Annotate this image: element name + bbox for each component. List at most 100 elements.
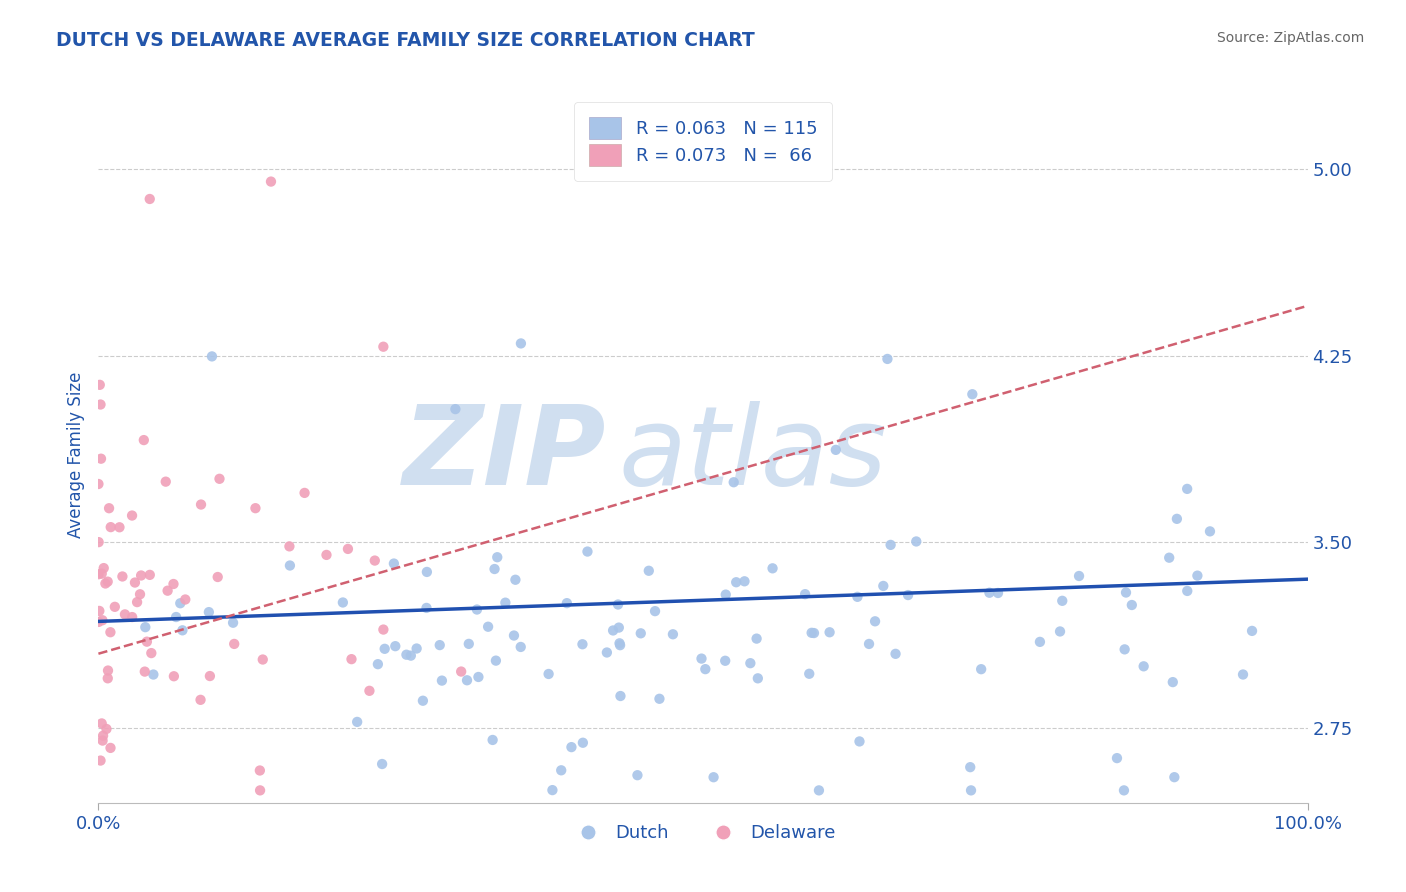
Point: [509, 336, 531, 351]
Point: [132, 433, 155, 447]
Point: [484, 562, 506, 576]
Point: [1175, 482, 1198, 496]
Point: [745, 632, 768, 646]
Point: [249, 764, 271, 778]
Point: [486, 550, 509, 565]
Point: [1163, 770, 1185, 784]
Point: [1114, 642, 1136, 657]
Point: [87, 615, 110, 629]
Point: [1161, 675, 1184, 690]
Point: [135, 634, 157, 648]
Point: [121, 508, 143, 523]
Text: Source: ZipAtlas.com: Source: ZipAtlas.com: [1216, 31, 1364, 45]
Point: [602, 624, 624, 638]
Y-axis label: Average Family Size: Average Family Size: [66, 372, 84, 538]
Point: [156, 583, 179, 598]
Point: [576, 544, 599, 558]
Point: [190, 498, 212, 512]
Point: [139, 192, 162, 206]
Point: [412, 694, 434, 708]
Point: [1199, 524, 1222, 539]
Point: [1121, 598, 1143, 612]
Point: [1159, 550, 1181, 565]
Point: [571, 637, 593, 651]
Point: [987, 586, 1010, 600]
Point: [364, 553, 387, 567]
Point: [294, 486, 316, 500]
Point: [134, 620, 156, 634]
Point: [127, 595, 149, 609]
Point: [481, 733, 503, 747]
Point: [457, 637, 479, 651]
Point: [108, 520, 131, 534]
Point: [959, 760, 981, 774]
Point: [818, 625, 841, 640]
Point: [367, 657, 389, 672]
Point: [114, 607, 136, 622]
Text: atlas: atlas: [619, 401, 887, 508]
Point: [111, 569, 134, 583]
Point: [905, 534, 928, 549]
Point: [607, 598, 630, 612]
Point: [332, 595, 354, 609]
Point: [359, 683, 381, 698]
Point: [278, 540, 301, 554]
Point: [155, 475, 177, 489]
Point: [799, 666, 821, 681]
Point: [245, 501, 267, 516]
Point: [872, 579, 894, 593]
Point: [252, 652, 274, 666]
Point: [596, 645, 619, 659]
Point: [979, 586, 1001, 600]
Point: [89, 397, 111, 411]
Point: [91, 733, 114, 747]
Point: [249, 783, 271, 797]
Point: [662, 627, 685, 641]
Point: [374, 641, 396, 656]
Point: [100, 520, 122, 534]
Point: [884, 647, 907, 661]
Point: [90, 754, 112, 768]
Point: [960, 783, 983, 797]
Point: [415, 601, 437, 615]
Point: [87, 477, 110, 491]
Point: [572, 736, 595, 750]
Point: [336, 541, 359, 556]
Point: [89, 604, 111, 618]
Point: [863, 615, 886, 629]
Point: [97, 664, 120, 678]
Point: [371, 757, 394, 772]
Point: [1175, 583, 1198, 598]
Point: [373, 340, 395, 354]
Point: [1052, 594, 1074, 608]
Point: [695, 662, 717, 676]
Point: [142, 667, 165, 681]
Point: [1232, 667, 1254, 681]
Point: [858, 637, 880, 651]
Point: [201, 350, 224, 364]
Point: [382, 557, 405, 571]
Point: [503, 628, 526, 642]
Point: [494, 596, 516, 610]
Point: [190, 693, 212, 707]
Point: [970, 662, 993, 676]
Point: [1166, 512, 1188, 526]
Point: [94, 576, 117, 591]
Point: [1115, 585, 1137, 599]
Point: [97, 574, 120, 589]
Point: [1132, 659, 1154, 673]
Point: [174, 592, 197, 607]
Point: [477, 620, 499, 634]
Point: [93, 561, 115, 575]
Point: [165, 610, 187, 624]
Legend: Dutch, Delaware: Dutch, Delaware: [564, 817, 842, 849]
Point: [315, 548, 337, 562]
Point: [141, 646, 163, 660]
Point: [1105, 751, 1128, 765]
Point: [609, 689, 631, 703]
Point: [690, 651, 713, 665]
Point: [467, 670, 489, 684]
Point: [100, 740, 122, 755]
Point: [846, 590, 869, 604]
Point: [800, 625, 823, 640]
